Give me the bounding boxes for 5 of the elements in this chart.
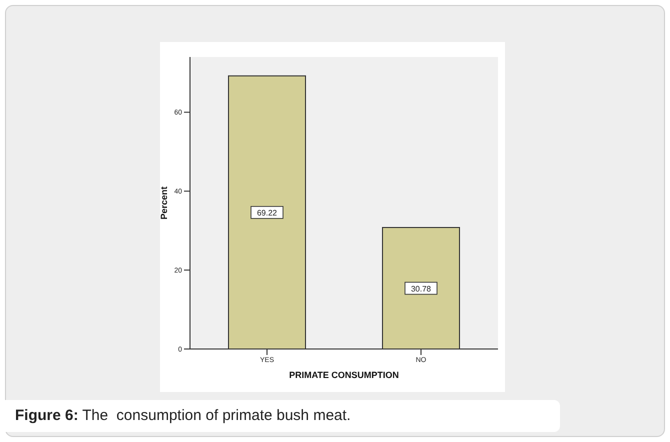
y-axis-title: Percent [159, 186, 170, 220]
x-axis-title: PRIMATE CONSUMPTION [289, 370, 399, 380]
data-label: 69.22 [256, 208, 278, 218]
caption: Figure 6: The consumption of primate bush meat. [15, 407, 351, 424]
data-label: 30.78 [410, 284, 432, 294]
